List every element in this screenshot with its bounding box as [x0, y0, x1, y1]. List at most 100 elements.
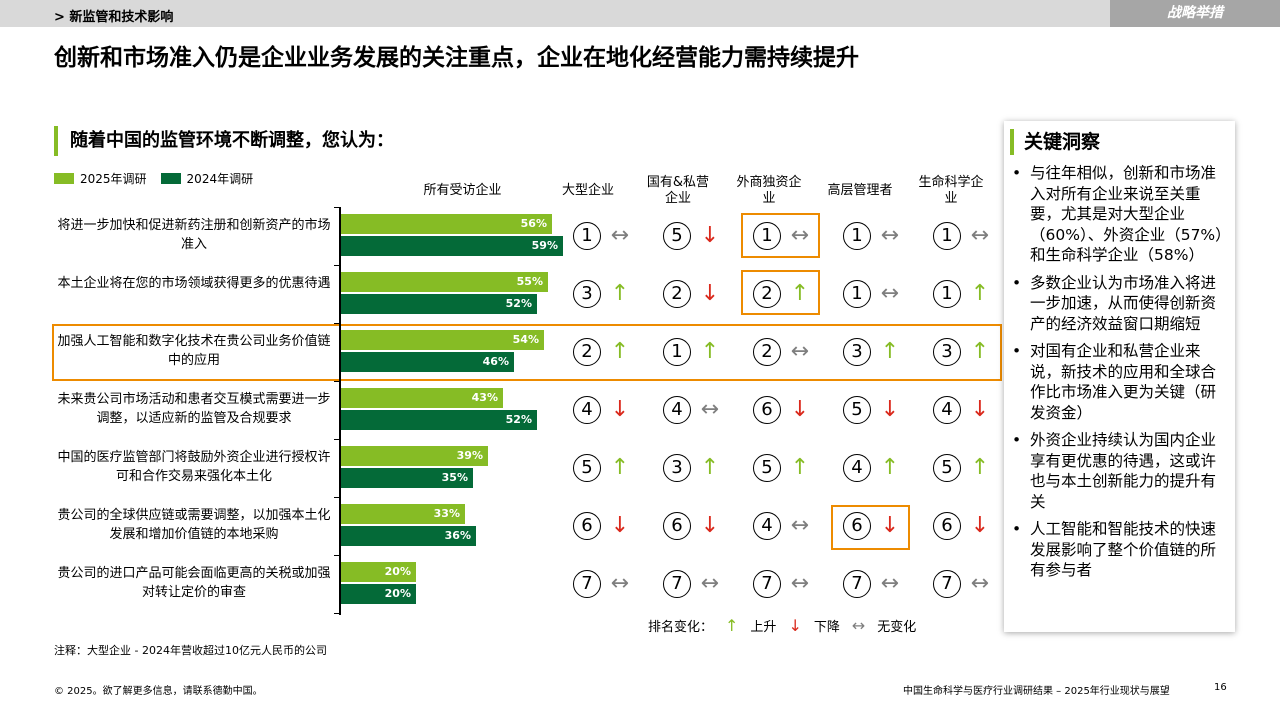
- up-arrow-icon: ↑: [970, 455, 990, 480]
- rank-cell: 2 ↓: [663, 278, 723, 310]
- insight-item: 人工智能和智能技术的快速发展影响了整个价值链的所有参与者: [1010, 519, 1229, 581]
- axis-tick: [334, 207, 340, 208]
- rank-cell: 1 ↔: [753, 220, 813, 252]
- down-arrow-icon: ↓: [700, 513, 720, 538]
- rank-number: 6: [753, 396, 781, 424]
- page-number: 16: [1214, 682, 1227, 693]
- rank-number: 4: [843, 454, 871, 482]
- left-right-arrow-icon: ↔: [610, 223, 630, 248]
- up-arrow-icon: ↑: [970, 281, 990, 306]
- insight-item: 多数企业认为市场准入将进一步加速，从而使得创新资产的经济效益窗口期缩短: [1010, 273, 1229, 335]
- bar-2025: 54%: [341, 330, 544, 350]
- rank-number: 4: [573, 396, 601, 424]
- rank-cell: 6 ↓: [753, 394, 813, 426]
- report-title: 中国生命科学与医疗行业调研结果 – 2025年行业现状与展望: [903, 686, 1170, 697]
- rank-cell: 7 ↔: [663, 568, 723, 600]
- rank-cell: 7 ↔: [843, 568, 903, 600]
- rank-number: 2: [573, 338, 601, 366]
- left-right-arrow-icon: ↔: [790, 513, 810, 538]
- row-label: 加强人工智能和数字化技术在贵公司业务价值链中的应用: [57, 334, 331, 368]
- rank-cell: 6 ↓: [843, 510, 903, 542]
- row-label: 贵公司的进口产品可能会面临更高的关税或加强对转让定价的审查: [57, 566, 331, 600]
- up-arrow-icon: ↑: [790, 455, 810, 480]
- rank-number: 6: [843, 512, 871, 540]
- rank-cell: 1 ↔: [933, 220, 993, 252]
- rank-number: 4: [933, 396, 961, 424]
- rank-cell: 3 ↑: [573, 278, 633, 310]
- rank-number: 7: [843, 570, 871, 598]
- legend-item-2025: 2025年调研: [54, 170, 147, 187]
- row-label: 未来贵公司市场活动和患者交互模式需要进一步调整，以适应新的监管及合规要求: [57, 392, 331, 426]
- rank-number: 4: [753, 512, 781, 540]
- rank-number: 6: [663, 512, 691, 540]
- rank-cell: 4 ↓: [933, 394, 993, 426]
- left-right-arrow-icon: ↔: [880, 281, 900, 306]
- rank-cell: 3 ↑: [663, 452, 723, 484]
- rank-number: 6: [933, 512, 961, 540]
- highlight-box-foreign-row2: [741, 270, 820, 315]
- down-arrow-icon: ↓: [880, 397, 900, 422]
- up-arrow-icon: ↑: [610, 339, 630, 364]
- up-arrow-icon: ↑: [790, 281, 810, 306]
- rank-number: 7: [753, 570, 781, 598]
- axis-tick: [334, 497, 340, 498]
- bar-2024: 36%: [341, 526, 476, 546]
- column-header-foreign: 外商独资企业: [736, 175, 802, 206]
- up-arrow-icon: ↑: [880, 339, 900, 364]
- top-bar: > 新监管和技术影响 战略举措: [0, 0, 1280, 27]
- rank-cell: 5 ↑: [573, 452, 633, 484]
- rank-cell: 6 ↓: [933, 510, 993, 542]
- left-right-arrow-icon: ↔: [790, 223, 810, 248]
- footnote: 注释：大型企业 - 2024年营收超过10亿元人民币的公司: [54, 644, 327, 657]
- up-arrow-icon: ↑: [610, 281, 630, 306]
- bar-2025: 33%: [341, 504, 465, 524]
- down-arrow-icon: ↓: [790, 397, 810, 422]
- row-label: 贵公司的全球供应链或需要调整，以加强本土化发展和增加价值链的本地采购: [57, 508, 331, 542]
- axis-tick: [334, 381, 340, 382]
- row-label: 中国的医疗监管部门将鼓励外资企业进行授权许可和合作交易来强化本土化: [57, 450, 331, 484]
- bar-2025: 55%: [341, 272, 548, 292]
- column-header-life-science: 生命科学企业: [918, 175, 984, 206]
- rank-legend-same: 无变化: [877, 620, 917, 635]
- left-right-arrow-icon: ↔: [790, 571, 810, 596]
- highlight-box-ai-row: [52, 324, 1002, 381]
- up-arrow-icon: ↑: [700, 455, 720, 480]
- left-right-arrow-icon: ↔: [700, 571, 720, 596]
- down-arrow-icon: ↓: [788, 616, 802, 635]
- legend-item-2024: 2024年调研: [160, 170, 254, 187]
- down-arrow-icon: ↓: [610, 397, 630, 422]
- rank-cell: 2 ↑: [753, 278, 813, 310]
- page-title: 创新和市场准入仍是企业业务发展的关注重点，企业在地化经营能力需持续提升: [54, 45, 859, 71]
- row-label: 将进一步加快和促进新药注册和创新资产的市场准入: [57, 218, 331, 252]
- rank-cell: 4 ↑: [843, 452, 903, 484]
- key-insights-panel: 关键洞察 与往年相似，创新和市场准入对所有企业来说至关重要，尤其是对大型企业（6…: [1004, 121, 1235, 632]
- left-right-arrow-icon: ↔: [880, 223, 900, 248]
- left-right-arrow-icon: ↔: [970, 571, 990, 596]
- rank-cell: 1 ↔: [573, 220, 633, 252]
- down-arrow-icon: ↓: [970, 513, 990, 538]
- left-right-arrow-icon: ↔: [700, 397, 720, 422]
- bar-2024: 52%: [341, 410, 537, 430]
- rank-number: 2: [753, 280, 781, 308]
- down-arrow-icon: ↓: [610, 513, 630, 538]
- rank-legend-label: 排名变化：: [648, 620, 714, 635]
- rank-cell: 4 ↔: [663, 394, 723, 426]
- rank-cell: 6 ↓: [663, 510, 723, 542]
- insights-list: 与往年相似，创新和市场准入对所有企业来说至关重要，尤其是对大型企业（60%）、外…: [1010, 163, 1229, 581]
- rank-cell: 1 ↑: [933, 278, 993, 310]
- rank-cell: 1 ↔: [843, 220, 903, 252]
- rank-number: 7: [663, 570, 691, 598]
- bar-2024: 46%: [341, 352, 514, 372]
- rank-number: 5: [933, 454, 961, 482]
- left-right-arrow-icon: ↔: [851, 616, 866, 635]
- up-arrow-icon: ↑: [700, 339, 720, 364]
- left-right-arrow-icon: ↔: [970, 223, 990, 248]
- up-arrow-icon: ↑: [610, 455, 630, 480]
- rank-cell: 5 ↓: [843, 394, 903, 426]
- rank-cell: 5 ↑: [933, 452, 993, 484]
- down-arrow-icon: ↓: [880, 513, 900, 538]
- legend-label-2024: 2024年调研: [186, 172, 254, 186]
- bar-2025: 39%: [341, 446, 488, 466]
- rank-cell: 4 ↓: [573, 394, 633, 426]
- rank-cell: 5 ↑: [753, 452, 813, 484]
